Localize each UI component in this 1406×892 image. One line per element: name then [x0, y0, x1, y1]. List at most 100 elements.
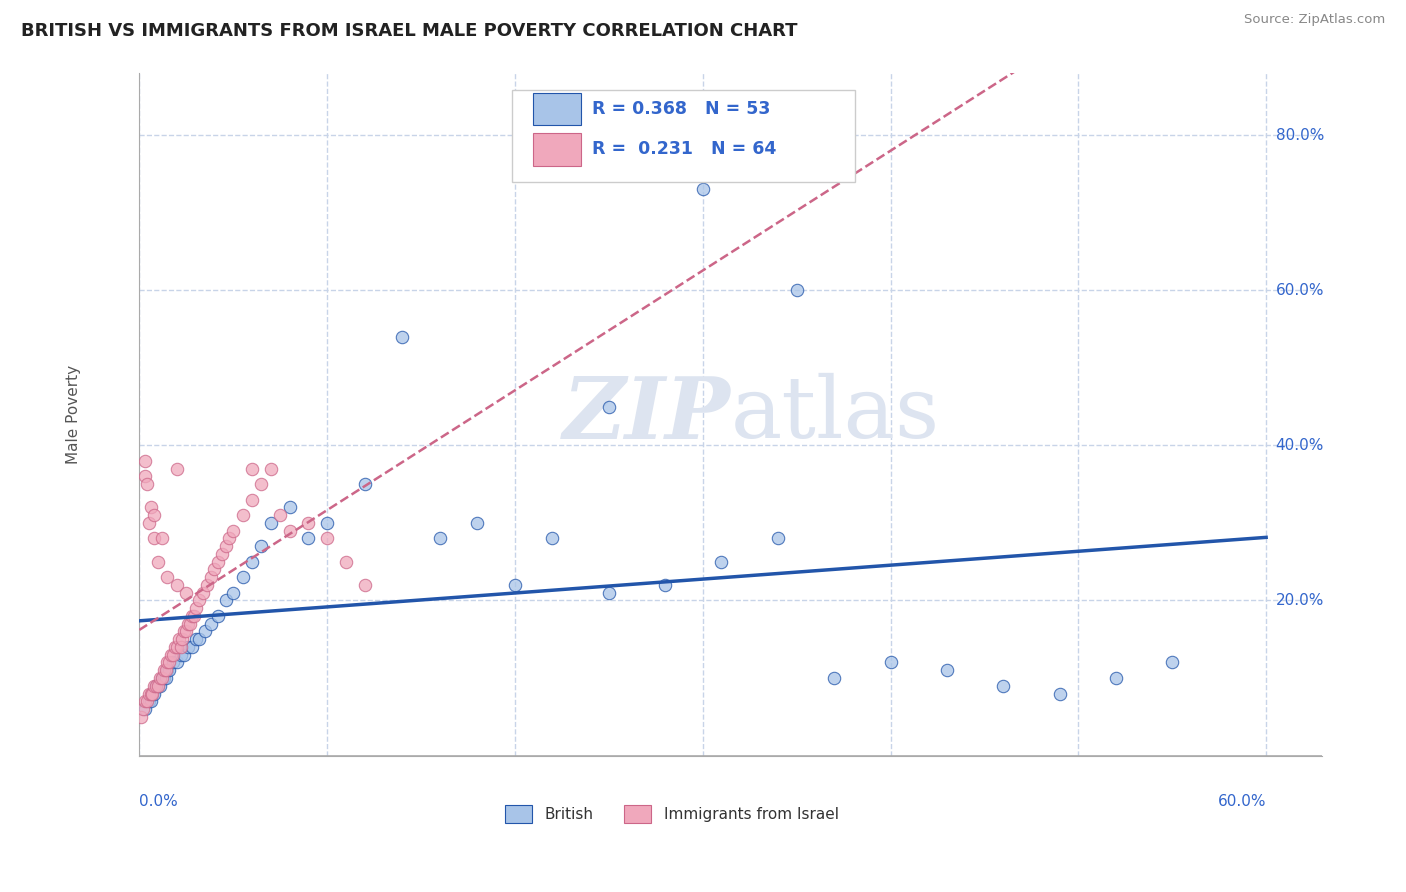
Point: [335, 555, 357, 569]
Point: [143, 532, 166, 546]
Bar: [533, 93, 581, 125]
Point: [184, 601, 207, 615]
Point: [139, 686, 162, 700]
Point: [150, 671, 173, 685]
Point: [162, 656, 184, 670]
Point: [278, 500, 301, 515]
Point: [132, 702, 155, 716]
Point: [297, 516, 319, 530]
Point: [654, 578, 676, 592]
Point: [269, 508, 291, 522]
Point: [134, 469, 156, 483]
Point: [173, 624, 195, 639]
Bar: [533, 134, 581, 166]
Point: [823, 671, 845, 685]
Point: [143, 686, 166, 700]
Point: [174, 624, 197, 639]
Point: [184, 632, 207, 647]
Point: [766, 532, 789, 546]
Point: [503, 578, 526, 592]
Point: [278, 524, 301, 538]
Point: [135, 477, 157, 491]
Text: 20.0%: 20.0%: [1275, 593, 1324, 608]
Point: [240, 555, 263, 569]
Point: [692, 182, 714, 196]
Text: atlas: atlas: [731, 373, 941, 456]
Point: [391, 329, 413, 343]
Point: [260, 516, 283, 530]
Point: [146, 679, 169, 693]
Point: [786, 283, 808, 297]
Point: [166, 578, 188, 592]
Point: [222, 524, 245, 538]
Point: [139, 694, 162, 708]
Point: [240, 461, 263, 475]
Point: [145, 679, 167, 693]
Point: [134, 694, 156, 708]
Point: [167, 632, 190, 647]
Point: [935, 663, 957, 677]
Text: 40.0%: 40.0%: [1275, 438, 1324, 453]
Text: ZIP: ZIP: [562, 373, 731, 456]
Point: [149, 679, 172, 693]
Point: [188, 593, 211, 607]
Point: [179, 616, 201, 631]
Point: [710, 555, 733, 569]
Legend: British, Immigrants from Israel: British, Immigrants from Israel: [505, 805, 839, 823]
Point: [141, 686, 163, 700]
Point: [166, 640, 188, 654]
Point: [160, 648, 183, 662]
Point: [146, 555, 169, 569]
Point: [1161, 656, 1184, 670]
Point: [173, 648, 195, 662]
Point: [169, 648, 191, 662]
Point: [163, 640, 186, 654]
Point: [429, 532, 451, 546]
Point: [232, 570, 254, 584]
Point: [138, 694, 160, 708]
Point: [134, 454, 156, 468]
Text: BRITISH VS IMMIGRANTS FROM ISRAEL MALE POVERTY CORRELATION CHART: BRITISH VS IMMIGRANTS FROM ISRAEL MALE P…: [21, 22, 797, 40]
Point: [250, 477, 273, 491]
Text: 60.0%: 60.0%: [1275, 283, 1324, 298]
Point: [145, 679, 167, 693]
Point: [465, 516, 488, 530]
Point: [215, 539, 238, 553]
Point: [177, 616, 200, 631]
Point: [207, 555, 229, 569]
Point: [138, 686, 160, 700]
Point: [316, 516, 339, 530]
Point: [155, 671, 177, 685]
Point: [156, 663, 179, 677]
Point: [129, 710, 152, 724]
Point: [598, 400, 620, 414]
Point: [141, 686, 163, 700]
Point: [232, 508, 254, 522]
Point: [200, 570, 222, 584]
Point: [180, 609, 202, 624]
Point: [297, 532, 319, 546]
Point: [195, 578, 218, 592]
Point: [183, 609, 205, 624]
Point: [316, 532, 339, 546]
Point: [134, 702, 156, 716]
Point: [353, 477, 375, 491]
Point: [598, 585, 620, 599]
Point: [188, 632, 211, 647]
Point: [194, 624, 217, 639]
Point: [174, 585, 197, 599]
Point: [1105, 671, 1128, 685]
Point: [138, 516, 160, 530]
Point: [172, 632, 194, 647]
Text: Male Poverty: Male Poverty: [66, 365, 82, 464]
Point: [541, 532, 564, 546]
Point: [157, 663, 180, 677]
Point: [152, 671, 174, 685]
Text: R =  0.231   N = 64: R = 0.231 N = 64: [592, 140, 776, 159]
Point: [166, 656, 188, 670]
Point: [200, 616, 222, 631]
Point: [169, 640, 191, 654]
Text: Source: ZipAtlas.com: Source: ZipAtlas.com: [1244, 13, 1385, 27]
Point: [157, 656, 180, 670]
Point: [250, 539, 273, 553]
